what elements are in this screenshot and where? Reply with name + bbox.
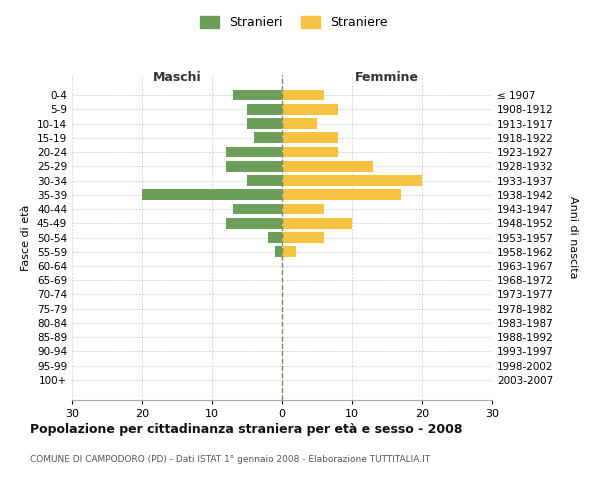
Bar <box>254 132 282 143</box>
Bar <box>282 232 324 243</box>
Bar <box>282 161 373 172</box>
Y-axis label: Anni di nascita: Anni di nascita <box>568 196 577 279</box>
Bar <box>282 218 352 228</box>
Bar <box>282 190 401 200</box>
Y-axis label: Fasce di età: Fasce di età <box>22 204 31 270</box>
Bar <box>268 232 282 243</box>
Bar <box>275 246 282 257</box>
Bar <box>282 146 338 158</box>
Bar <box>226 161 282 172</box>
Bar <box>233 90 282 101</box>
Bar <box>282 132 338 143</box>
Text: COMUNE DI CAMPODORO (PD) - Dati ISTAT 1° gennaio 2008 - Elaborazione TUTTITALIA.: COMUNE DI CAMPODORO (PD) - Dati ISTAT 1°… <box>30 455 430 464</box>
Text: Femmine: Femmine <box>355 70 419 84</box>
Bar <box>233 204 282 214</box>
Text: Maschi: Maschi <box>152 70 202 84</box>
Bar <box>282 118 317 129</box>
Bar <box>247 104 282 115</box>
Bar <box>282 90 324 101</box>
Legend: Stranieri, Straniere: Stranieri, Straniere <box>196 11 392 34</box>
Bar <box>282 104 338 115</box>
Bar <box>142 190 282 200</box>
Bar <box>226 146 282 158</box>
Bar <box>282 175 422 186</box>
Text: Popolazione per cittadinanza straniera per età e sesso - 2008: Popolazione per cittadinanza straniera p… <box>30 422 463 436</box>
Bar <box>282 204 324 214</box>
Bar <box>247 118 282 129</box>
Bar <box>247 175 282 186</box>
Bar <box>226 218 282 228</box>
Bar <box>282 246 296 257</box>
